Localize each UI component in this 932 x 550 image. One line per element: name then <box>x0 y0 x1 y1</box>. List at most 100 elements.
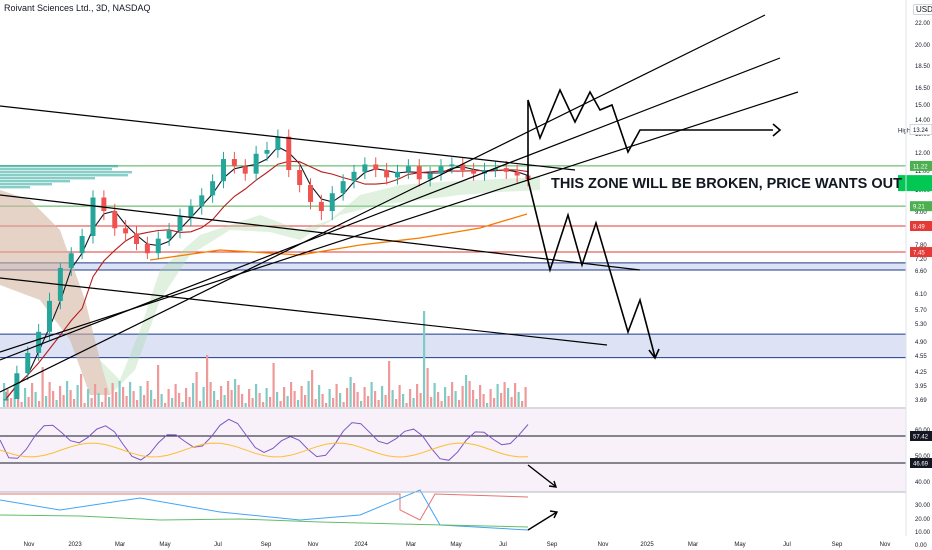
volume-bar <box>489 389 492 407</box>
volume-bar <box>31 383 34 407</box>
ichimoku-cloud <box>0 176 540 395</box>
volume-bar <box>465 375 468 407</box>
rsi-signal-line <box>0 442 529 458</box>
volume-profile <box>0 165 132 189</box>
volume-bar <box>206 355 209 407</box>
time-tick-label: Nov <box>24 542 35 548</box>
price-badge-value: 9.21 <box>913 205 925 211</box>
price-tick-label: 3.95 <box>915 384 927 390</box>
volume-bar <box>262 402 265 407</box>
volume-bar <box>475 399 478 407</box>
volume-bar <box>255 384 258 407</box>
price-badge <box>910 221 932 231</box>
candle-body <box>3 399 9 401</box>
time-tick-label: Sep <box>261 542 272 548</box>
price-badge-value: 8.49 <box>913 225 925 231</box>
volume-bar <box>164 403 167 407</box>
demand-zones <box>0 262 906 359</box>
trend-line <box>0 14 766 393</box>
price-tick-label: 4.55 <box>915 354 927 360</box>
volume-bar <box>104 388 107 407</box>
candle-body <box>427 173 433 180</box>
candle-body <box>155 238 161 254</box>
time-tick-label: May <box>734 542 745 548</box>
volume-bar <box>269 397 272 407</box>
volume-bar <box>216 400 219 407</box>
volume-bar <box>160 394 163 407</box>
volume-bar <box>405 403 408 407</box>
volume-bar <box>328 389 331 407</box>
projection-paths <box>527 88 782 360</box>
rsi-tick-label: 50.00 <box>915 454 931 460</box>
volume-bar <box>356 392 359 407</box>
volume-bar <box>374 391 377 407</box>
currency-button[interactable]: USD <box>913 4 932 15</box>
volume-bar <box>412 398 415 407</box>
candle-body <box>166 230 172 239</box>
ma-long-line <box>149 213 528 261</box>
volume-bar <box>461 386 464 407</box>
time-tick-label: Jul <box>499 542 507 548</box>
price-badge <box>910 247 932 258</box>
volume-bar <box>272 363 275 407</box>
volume-bar <box>300 386 303 407</box>
volume-bar <box>276 392 279 407</box>
rsi-tick-label: 40.00 <box>915 480 931 486</box>
candle-body <box>384 170 390 178</box>
arrow-head <box>548 480 558 488</box>
time-tick-label: Nov <box>598 542 609 548</box>
price-tick-label: 3.69 <box>915 398 927 404</box>
trend-line <box>0 91 799 353</box>
candle-body <box>68 253 74 268</box>
volume-bar <box>493 398 496 407</box>
candle-body <box>112 211 118 229</box>
volume-bar <box>209 382 212 407</box>
time-tick-label: 2023 <box>68 542 82 548</box>
volume-bar <box>108 397 111 407</box>
volume-bar <box>101 402 104 407</box>
volume-bar <box>185 388 188 407</box>
price-badge-value: 11.22 <box>913 164 928 170</box>
volume-bar <box>157 365 160 407</box>
bearish-projection <box>527 179 656 358</box>
volume-bar <box>367 396 370 407</box>
rsi-arrow <box>527 464 556 487</box>
volume-bar <box>223 395 226 407</box>
volume-bar <box>87 389 90 407</box>
volume-bar <box>500 393 503 407</box>
volume-bar <box>503 382 506 407</box>
candle-body <box>395 171 400 178</box>
candle-body <box>351 171 357 182</box>
volume-bar <box>251 398 254 407</box>
volume-bar <box>136 400 139 407</box>
volume-bar <box>454 391 457 407</box>
time-tick-label: Jul <box>783 542 791 548</box>
candle-body <box>79 235 85 254</box>
price-tick-label: 15.00 <box>915 103 931 109</box>
volume-bar <box>188 397 191 407</box>
candle-body <box>318 201 324 211</box>
price-tick-label: 7.20 <box>915 257 927 263</box>
arrow-head <box>549 510 559 519</box>
rsi-badge-value: 57.42 <box>913 435 929 441</box>
candle-body <box>242 166 248 174</box>
volume-bar <box>346 388 349 407</box>
volume-bar <box>381 386 384 407</box>
volume-bar <box>265 388 268 407</box>
candle-body <box>221 159 226 182</box>
volume-bar <box>139 386 142 407</box>
dmi-line-blue <box>0 489 529 531</box>
candle-body <box>47 300 52 332</box>
candle-body <box>199 195 205 207</box>
time-tick-label: Mar <box>406 542 416 548</box>
volume-bar <box>395 399 398 407</box>
demand-zone-2 <box>0 334 906 358</box>
dmi-tick-label: 30.00 <box>915 503 931 509</box>
volume-bar <box>230 390 233 407</box>
volume-bar <box>38 401 41 407</box>
volume-bar <box>115 392 118 407</box>
volume-bar <box>111 383 114 407</box>
volume-bar <box>360 401 363 407</box>
price-tick-label: 9.00 <box>915 210 927 216</box>
